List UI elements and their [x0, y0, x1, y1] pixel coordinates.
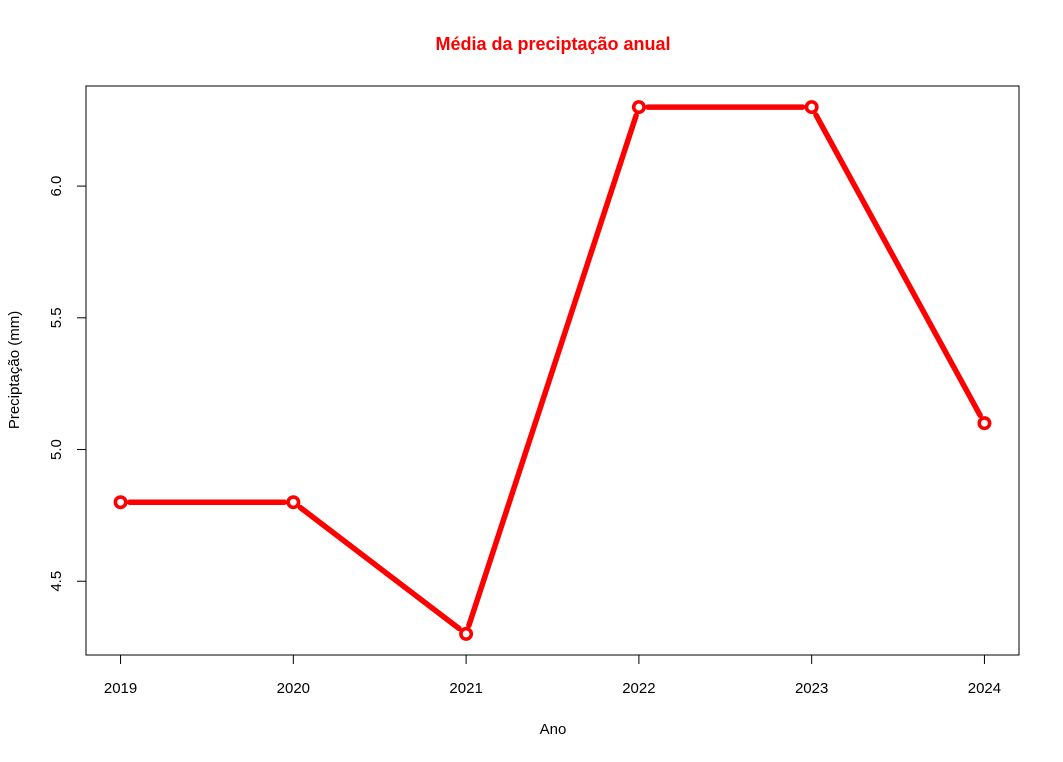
x-tick-label: 2019	[104, 680, 137, 697]
data-point	[459, 626, 474, 641]
y-tick-label: 5.0	[48, 439, 65, 460]
y-tick-label: 5.5	[48, 307, 65, 328]
series-segment	[466, 112, 639, 629]
data-point	[631, 100, 646, 115]
x-tick-label: 2020	[277, 680, 310, 697]
data-point	[113, 495, 128, 510]
y-tick-label: 6.0	[48, 176, 65, 197]
chart-title: Média da preciptação anual	[435, 34, 670, 54]
x-tick-label: 2021	[449, 680, 482, 697]
data-point	[977, 416, 992, 431]
x-tick-label: 2022	[622, 680, 655, 697]
x-tick-label: 2023	[795, 680, 828, 697]
x-tick-label: 2024	[968, 680, 1001, 697]
y-axis-title: Preciptação (mm)	[6, 311, 23, 429]
series-segment	[813, 112, 983, 419]
y-tick-label: 4.5	[48, 571, 65, 592]
x-axis: 2019 2020 2021 2022 2023 2024	[104, 654, 1001, 697]
x-axis-title: Ano	[540, 721, 567, 738]
series-segment	[297, 504, 462, 632]
series-layer	[113, 100, 992, 641]
data-point	[286, 495, 301, 510]
data-point	[804, 100, 819, 115]
y-axis: 4.5 5.0 5.5 6.0	[48, 176, 87, 592]
